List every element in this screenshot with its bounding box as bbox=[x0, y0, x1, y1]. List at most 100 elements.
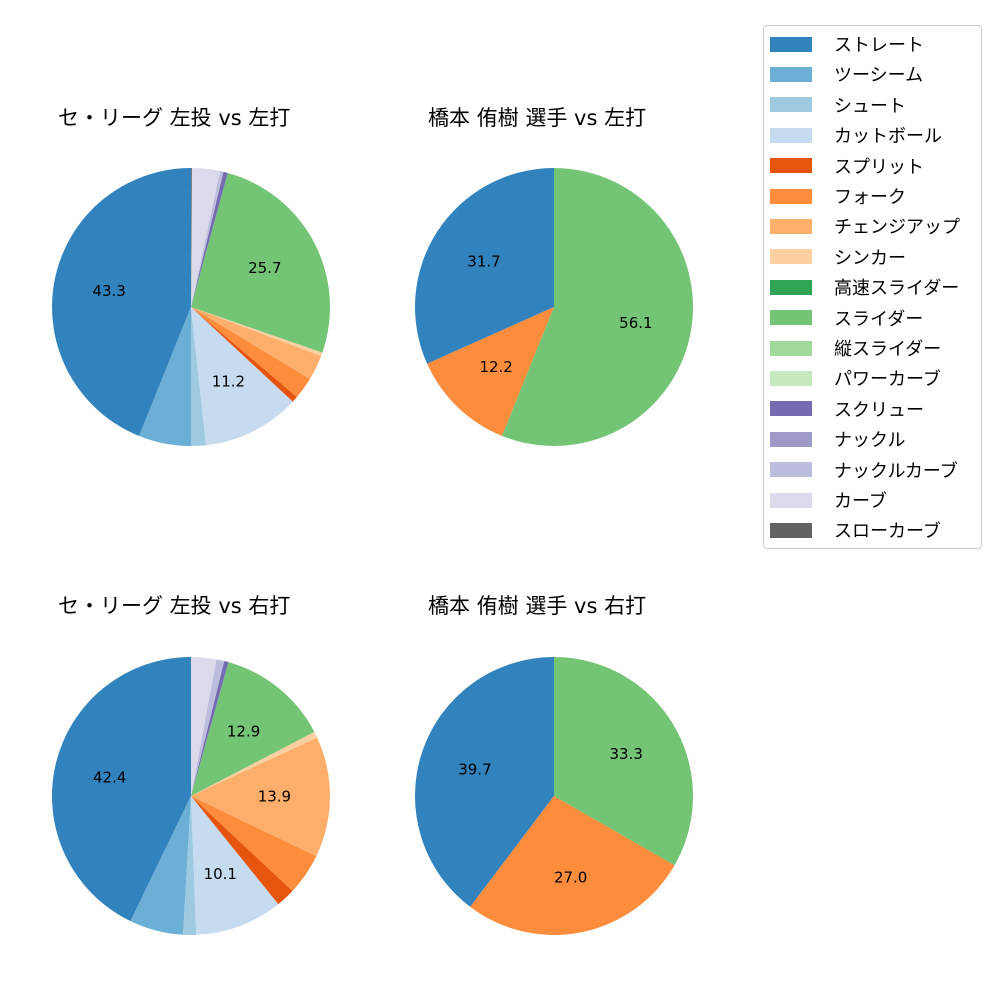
legend-item: ナックル bbox=[770, 428, 906, 452]
pie-slice-0 bbox=[415, 168, 554, 364]
legend-label: カーブ bbox=[834, 491, 887, 512]
pie-slice-5 bbox=[191, 307, 310, 397]
pie-data-label-8: 12.9 bbox=[227, 722, 260, 740]
pie-slice-4 bbox=[191, 307, 297, 402]
legend-label: パワーカーブ bbox=[834, 369, 941, 391]
pie-slice-2 bbox=[502, 167, 694, 446]
pie-slice-1 bbox=[130, 796, 191, 935]
pie-slice-7 bbox=[191, 731, 318, 796]
pie-slice-0 bbox=[51, 657, 192, 922]
legend-swatch bbox=[770, 158, 812, 174]
legend-label: チェンジアップ bbox=[834, 217, 960, 239]
chart-title-pitcher-vs-left: 橋本 侑樹 選手 vs 左打 bbox=[428, 106, 647, 130]
legend-item: ナックルカーブ bbox=[770, 459, 958, 482]
pie-data-label-1: 27.0 bbox=[554, 869, 587, 887]
legend-swatch bbox=[770, 522, 812, 538]
pie-data-label-2: 56.1 bbox=[619, 314, 652, 332]
legend-item: フォーク bbox=[770, 185, 906, 208]
legend-swatch bbox=[770, 401, 812, 417]
chart-title-league-vs-left: セ・リーグ 左投 vs 左打 bbox=[58, 106, 291, 130]
pie-slice-3 bbox=[191, 307, 293, 446]
legend-item: 高速スライダー bbox=[770, 276, 960, 300]
pie-slice-8 bbox=[191, 172, 330, 353]
legend-item: スクリュー bbox=[770, 398, 924, 421]
pie-data-label-2: 33.3 bbox=[609, 745, 642, 763]
legend-item: パワーカーブ bbox=[770, 367, 941, 391]
pie-slice-4 bbox=[191, 796, 293, 905]
legend-label: 縦スライダー bbox=[834, 339, 942, 360]
pie-slice-0 bbox=[415, 657, 554, 907]
legend-item: スローカーブ bbox=[770, 519, 941, 543]
legend-swatch bbox=[770, 218, 812, 234]
legend-swatch bbox=[770, 310, 812, 326]
pie-slice-11 bbox=[191, 168, 221, 307]
pie-data-label-3: 11.2 bbox=[212, 373, 245, 391]
legend-swatch bbox=[770, 370, 812, 386]
pie-data-label-0: 43.3 bbox=[92, 282, 125, 300]
pie-slice-11 bbox=[191, 657, 217, 796]
legend-label: ツーシーム bbox=[834, 65, 924, 87]
legend-swatch bbox=[770, 127, 812, 143]
legend-item: カーブ bbox=[770, 489, 887, 512]
chart-title-pitcher-vs-right: 橋本 侑樹 選手 vs 右打 bbox=[428, 594, 647, 618]
legend-item: スライダー bbox=[770, 307, 924, 330]
chart-legend: ストレートツーシームシュートカットボール スプリットフォークチェンジアップ シンカー… bbox=[763, 25, 982, 549]
pie-slice-8 bbox=[191, 662, 315, 796]
pie-slice-5 bbox=[191, 796, 317, 891]
pie-slice-10 bbox=[191, 171, 224, 307]
legend-label: ナックルカーブ bbox=[834, 460, 958, 482]
pie-slice-2 bbox=[191, 307, 207, 446]
legend-label: 高速スライダー bbox=[834, 278, 960, 300]
pie-slice-10 bbox=[191, 659, 225, 796]
legend-item: シュート bbox=[770, 94, 906, 117]
pie-data-label-0: 42.4 bbox=[93, 768, 126, 786]
legend-label: ナックル bbox=[834, 430, 906, 452]
pie-data-label-6: 13.9 bbox=[258, 788, 291, 806]
legend-item: カットボール bbox=[770, 124, 942, 148]
pie-slice-2 bbox=[554, 657, 693, 866]
legend-swatch bbox=[770, 97, 812, 113]
pie-slice-9 bbox=[191, 171, 228, 307]
legend-item: 縦スライダー bbox=[770, 337, 942, 360]
pie-data-label-8: 25.7 bbox=[248, 259, 281, 277]
legend-swatch bbox=[770, 249, 812, 265]
legend-item: スプリット bbox=[770, 155, 924, 178]
legend-label: スライダー bbox=[834, 308, 924, 330]
pie-slice-7 bbox=[191, 307, 323, 356]
pie-slice-6 bbox=[191, 737, 331, 857]
legend-label: カットボール bbox=[834, 126, 942, 148]
legend-item: ストレート bbox=[770, 33, 924, 56]
legend-item: ツーシーム bbox=[770, 63, 924, 87]
legend-swatch bbox=[770, 340, 812, 356]
legend-item: シンカー bbox=[770, 246, 906, 269]
legend-label: シンカー bbox=[834, 247, 906, 269]
pie-slice-9 bbox=[191, 661, 229, 796]
legend-label: シュート bbox=[834, 95, 906, 117]
legend-label: スプリット bbox=[834, 156, 924, 178]
legend-label: スローカーブ bbox=[834, 521, 941, 543]
legend-swatch bbox=[770, 188, 812, 204]
pie-slice-1 bbox=[470, 796, 675, 935]
legend-swatch bbox=[770, 279, 812, 295]
pie-slice-2 bbox=[183, 796, 197, 935]
legend-swatch bbox=[770, 431, 812, 447]
legend-item: チェンジアップ bbox=[770, 215, 960, 239]
legend-label: ストレート bbox=[834, 35, 924, 56]
legend-swatch bbox=[770, 492, 812, 508]
pie-slice-6 bbox=[191, 307, 322, 380]
legend-swatch bbox=[770, 36, 812, 52]
pie-data-label-0: 31.7 bbox=[467, 253, 500, 271]
pie-data-label-3: 10.1 bbox=[204, 865, 237, 883]
pie-slice-3 bbox=[191, 796, 279, 935]
chart-title-league-vs-right: セ・リーグ 左投 vs 右打 bbox=[58, 594, 291, 618]
pie-data-label-1: 12.2 bbox=[479, 358, 512, 376]
legend-label: スクリュー bbox=[834, 399, 924, 421]
legend-label: フォーク bbox=[834, 187, 906, 208]
pie-slice-12 bbox=[191, 167, 192, 307]
pie-slice-1 bbox=[139, 307, 191, 446]
legend-swatch bbox=[770, 462, 812, 478]
